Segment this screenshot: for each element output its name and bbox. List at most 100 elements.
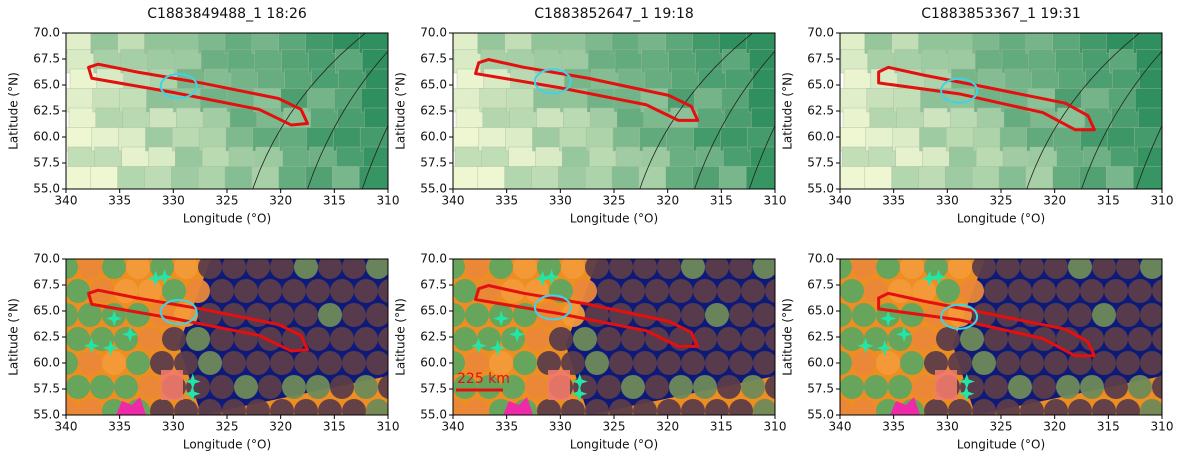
map-cell [1008,279,1032,303]
map-cell [186,279,210,303]
map-cell [840,279,864,303]
map-cell [984,279,1008,303]
y-tick-label: 55.0 [807,182,834,196]
map-cell [294,351,318,375]
map-cell [681,303,705,327]
map-cell [621,375,645,399]
map-cell [1068,303,1092,327]
y-tick-label: 57.5 [420,156,447,170]
map-tile [198,167,229,191]
map-cell [282,279,306,303]
map-cell [681,351,705,375]
y-tick-label: 62.5 [33,104,60,118]
map-cell [114,375,138,399]
map-cell [282,375,306,399]
x-tick-label: 335 [108,194,131,208]
map-tile [279,167,310,191]
map-cell [852,303,876,327]
y-tick-label: 60.0 [420,356,447,370]
map-cell [453,279,477,303]
x-tick-label: 340 [442,194,465,208]
map-cell [66,279,90,303]
map-cell [354,279,378,303]
map-cell [729,351,753,375]
y-tick-label: 62.5 [420,330,447,344]
map-cell [378,375,402,399]
y-tick-label: 67.5 [807,52,834,66]
y-tick-label: 70.0 [33,26,60,40]
y-tick-label: 70.0 [420,252,447,266]
y-tick-label: 62.5 [807,330,834,344]
map-tile [919,167,950,191]
x-tick-label: 325 [990,194,1013,208]
x-tick-label: 315 [710,194,733,208]
map-tile [999,167,1030,191]
y-axis-label: Latitude (°N) [394,72,408,150]
map-cell [1044,303,1068,327]
x-tick-label: 310 [377,194,400,208]
map-cell [900,351,924,375]
map-cell [1140,351,1164,375]
map-cell [1152,327,1176,351]
x-tick-label: 330 [936,194,959,208]
map-cell [318,303,342,327]
map-tile [359,167,390,191]
map-cell [198,351,222,375]
x-tick-label: 320 [269,194,292,208]
map-spot [935,370,957,400]
map-tile [746,167,777,191]
y-tick-label: 65.0 [420,304,447,318]
y-tick-label: 65.0 [807,304,834,318]
x-tick-label: 330 [162,420,185,434]
x-tick-label: 320 [656,194,679,208]
map-cell [633,399,657,423]
y-tick-label: 60.0 [33,356,60,370]
x-tick-label: 320 [269,420,292,434]
map-tile [972,167,1003,191]
map-cell [525,279,549,303]
x-tick-label: 335 [495,194,518,208]
x-tick-label: 310 [1151,420,1174,434]
map-cell [1032,375,1056,399]
x-axis-label: Longitude (°O) [957,438,1045,452]
map-cell [138,327,162,351]
map-image [451,28,836,190]
map-cell [621,279,645,303]
map-tile [1053,167,1084,191]
map-cell [840,327,864,351]
map-cell [465,399,489,423]
map-image [828,255,1176,423]
x-tick-label: 315 [1097,194,1120,208]
map-cell [912,375,936,399]
map-cell [657,351,681,375]
map-cell [294,303,318,327]
y-tick-label: 65.0 [33,304,60,318]
y-tick-label: 65.0 [807,78,834,92]
map-cell [645,375,669,399]
map-cell [936,327,960,351]
map-tile [865,167,896,191]
y-tick-label: 55.0 [33,408,60,422]
map-tile [945,167,976,191]
x-tick-label: 310 [1151,194,1174,208]
y-tick-label: 67.5 [33,278,60,292]
map-cell [330,279,354,303]
map-cell [162,327,186,351]
map-cell [1068,399,1092,423]
x-tick-label: 315 [1097,420,1120,434]
map-cell [669,375,693,399]
map-cell [1080,375,1104,399]
y-tick-label: 67.5 [420,278,447,292]
x-tick-label: 325 [603,194,626,208]
x-tick-label: 335 [495,420,518,434]
map-cell [645,279,669,303]
y-tick-label: 60.0 [807,130,834,144]
x-tick-label: 320 [1043,194,1066,208]
map-cell [585,351,609,375]
map-cell [960,327,984,351]
map-cell [258,279,282,303]
